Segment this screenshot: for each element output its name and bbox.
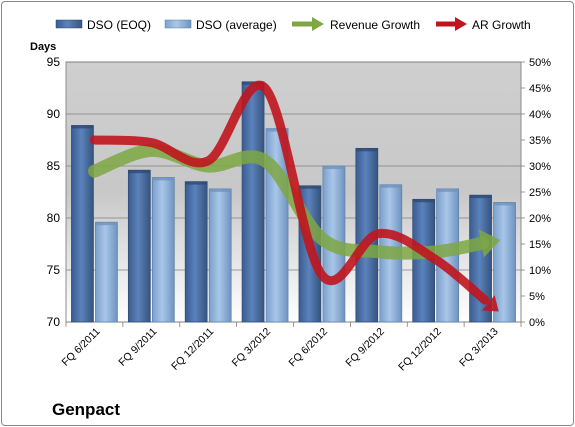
x-tick-label: FQ 3/2012 (230, 326, 274, 370)
bar-dso-average (493, 202, 516, 323)
legend-swatch-dso-average (164, 19, 192, 29)
y2-tick-label: 20% (529, 213, 551, 225)
bar-dso-eoq (71, 125, 94, 323)
bar-dso-eoq (127, 169, 151, 323)
y2-tick-label: 30% (529, 161, 551, 173)
y-tick-label: 85 (47, 159, 61, 173)
bar-dso-average (208, 188, 232, 323)
bar-dso-eoq-cap (71, 125, 94, 129)
legend-label-ar-growth: AR Growth (472, 18, 531, 32)
x-tick-label: FQ 3/2013 (457, 326, 501, 370)
bar-dso-eoq (184, 181, 208, 323)
company-name: Genpact (52, 400, 120, 419)
bar-dso-eoq-cap (469, 195, 492, 199)
bar-dso-average-cap (436, 188, 459, 192)
bar-dso-average-cap (322, 166, 345, 169)
x-tick-label: FQ 9/2011 (116, 326, 159, 369)
y2-tick-label: 25% (529, 187, 551, 199)
y2-tick-label: 35% (529, 135, 551, 147)
y-axis-title: Days (30, 41, 56, 53)
y2-tick-label: 15% (529, 239, 551, 251)
legend-label-revenue-growth: Revenue Growth (330, 18, 420, 32)
y-tick-label: 70 (47, 315, 61, 329)
bar-dso-average-cap (209, 188, 232, 192)
line-ar-growth (89, 80, 490, 305)
x-tick-label: FQ 6/2011 (60, 326, 103, 369)
bar-dso-eoq-cap (298, 185, 321, 189)
y-tick-label: 95 (47, 55, 61, 69)
bar-dso-average (95, 221, 118, 323)
bar-dso-average-cap (95, 222, 118, 226)
y2-tick-label: 5% (529, 291, 545, 303)
y-tick-label: 80 (47, 211, 61, 225)
legend-swatch-revenue-growth (292, 17, 324, 31)
legend-swatch-dso-eoq (55, 19, 83, 29)
y-axis-left: 70 75 80 85 90 95 (47, 55, 61, 329)
bar-dso-eoq (241, 81, 265, 323)
y2-tick-label: 45% (529, 83, 551, 95)
bar-dso-average-cap (493, 202, 516, 206)
y2-tick-label: 40% (529, 109, 551, 121)
x-tick-label: FQ 9/2012 (343, 326, 387, 370)
bar-dso-average-cap (152, 177, 175, 181)
x-tick-label: FQ 12/2012 (396, 326, 444, 374)
y2-tick-label: 10% (529, 265, 551, 277)
x-tick-label: FQ 12/2011 (169, 326, 216, 373)
y-tick-label: 90 (47, 107, 61, 121)
y2-tick-label: 0% (529, 317, 545, 329)
legend-label-dso-average: DSO (average) (196, 18, 277, 32)
line-ar-growth-arrowhead (482, 295, 499, 312)
x-tick-label: FQ 6/2012 (286, 326, 330, 370)
bar-dso-eoq-cap (355, 148, 378, 152)
legend-label-dso-eoq: DSO (EOQ) (87, 18, 151, 32)
bar-dso-eoq-cap (185, 181, 208, 185)
y2-tick-label: 50% (529, 57, 551, 69)
bar-dso-average (151, 177, 175, 323)
bar-dso-eoq-cap (128, 170, 151, 174)
legend-swatch-ar-growth (436, 17, 467, 31)
line-revenue-growth-arrowhead (478, 229, 501, 258)
line-series (87, 80, 501, 312)
legend: DSO (EOQ) DSO (average) Revenue Growth A… (55, 17, 531, 32)
bar-dso-average-cap (379, 184, 402, 188)
y-tick-label: 75 (47, 263, 61, 277)
x-axis: FQ 6/2011 FQ 9/2011 FQ 12/2011 FQ 3/2012 FQ … (60, 322, 522, 374)
bar-dso-eoq-cap (412, 199, 435, 203)
y-axis-right: 0% 5% 10% 15% 20% 25% 30% 35% 40% 45% 50% (521, 57, 551, 329)
